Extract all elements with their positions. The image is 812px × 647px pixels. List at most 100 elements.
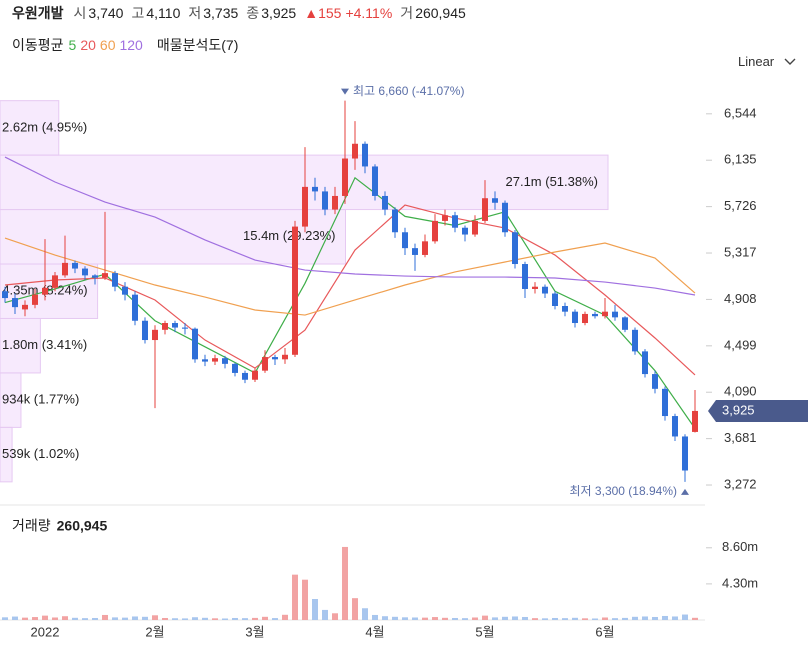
volume-bar xyxy=(202,617,208,620)
volume-bar xyxy=(362,608,368,620)
legend-entry: 120 xyxy=(119,37,143,53)
stock-name: 우원개발 xyxy=(12,5,64,21)
volume-bar xyxy=(282,614,288,620)
volume-bar xyxy=(152,615,158,620)
volume-bar xyxy=(512,616,518,620)
volume-bar xyxy=(192,617,198,620)
last-price-label: 3,925 xyxy=(722,402,755,417)
volume-bar xyxy=(592,618,598,620)
field-value: 3,740 xyxy=(88,5,124,21)
volume-bar xyxy=(632,616,638,620)
volume-bar xyxy=(212,618,218,620)
volume-bar xyxy=(642,616,648,620)
y-tick-label: 4,908 xyxy=(724,291,757,306)
candle-body xyxy=(42,287,48,295)
y-tick-label: 4.30m xyxy=(722,575,758,590)
x-tick-label: 2월 xyxy=(145,624,164,639)
volume-bar xyxy=(2,617,8,620)
y-tick-label: 3,681 xyxy=(724,430,757,445)
volume-bar xyxy=(392,616,398,620)
scale-label[interactable]: Linear xyxy=(738,54,775,69)
volume-bar xyxy=(82,618,88,620)
candle-body xyxy=(612,311,618,318)
scale-toggle[interactable]: Linear xyxy=(738,54,796,69)
volume-bar xyxy=(522,616,528,620)
last-price-tag xyxy=(708,399,808,422)
volume-bar xyxy=(492,617,498,620)
y-tick-label: 8.60m xyxy=(722,539,758,554)
low-label: 최저 3,300 (18.94%) xyxy=(570,484,677,498)
candle-body xyxy=(692,410,698,432)
candle-body xyxy=(262,357,268,371)
candle-body xyxy=(292,226,298,355)
volume-bar xyxy=(682,614,688,620)
candle-body xyxy=(372,166,378,196)
volume-bar xyxy=(322,609,328,620)
indicator-legend: 이동평균 5 20 60 120 매물분석도(7) xyxy=(12,35,243,55)
price-header: 우원개발 시 3,740 고 4,110 저 3,735 종 3,925 ▲155 +4.11% 거 2… xyxy=(12,3,470,23)
moving-average-line xyxy=(4,176,696,429)
candle-body xyxy=(412,248,418,255)
field-label: 저 xyxy=(188,5,202,21)
volume-bar xyxy=(232,617,238,620)
candle-body xyxy=(272,357,278,360)
volume-profile-label: 539k (1.02%) xyxy=(2,446,79,461)
field-label: 고 xyxy=(131,5,145,21)
volume-profile-label: 15.4m (29.23%) xyxy=(243,228,336,243)
volume-bar xyxy=(12,616,18,620)
candle-body xyxy=(572,311,578,324)
low-marker xyxy=(681,488,689,495)
volume-profile-label: 934k (1.77%) xyxy=(2,392,79,407)
candle-body xyxy=(132,294,138,321)
candle-body xyxy=(62,262,68,276)
candle-body xyxy=(472,220,478,235)
candle-body xyxy=(502,202,508,233)
volume-bar xyxy=(162,617,168,620)
candle-body xyxy=(552,293,558,307)
volume-profile-bar xyxy=(0,100,60,156)
candle-body xyxy=(192,328,198,360)
moving-average-line xyxy=(4,204,696,376)
volume-bar xyxy=(112,617,118,620)
candle-body xyxy=(72,262,78,269)
legend-entry: 5 xyxy=(68,37,77,53)
volume-title: 거래량 xyxy=(12,518,51,534)
candle-body xyxy=(582,313,588,324)
volume-bar xyxy=(312,599,318,620)
candle-body xyxy=(512,232,518,265)
volume-bar xyxy=(542,618,548,620)
candle-body xyxy=(542,286,548,294)
volume-bar xyxy=(252,617,258,620)
volume-bar xyxy=(22,617,28,620)
volume-bar xyxy=(422,617,428,620)
volume-bar xyxy=(72,617,78,620)
candle-body xyxy=(302,186,308,227)
volume-bar xyxy=(332,613,338,620)
candle-body xyxy=(642,351,648,375)
high-label: 최고 6,660 (-41.07%) xyxy=(353,84,464,98)
candle-body xyxy=(592,313,598,317)
volume-bar xyxy=(182,618,188,620)
legend-title: 이동평균 xyxy=(12,37,64,53)
chevron[interactable] xyxy=(784,58,796,66)
y-tick-label: 4,090 xyxy=(724,384,757,399)
volume-bar xyxy=(302,579,308,620)
volume-bar xyxy=(462,618,468,620)
volume-bar xyxy=(562,618,568,620)
volume-bar xyxy=(102,614,108,620)
candle-body xyxy=(362,143,368,167)
candle-body xyxy=(252,370,258,380)
volume-bar xyxy=(472,617,478,620)
candle-body xyxy=(332,195,338,210)
candle-body xyxy=(322,191,328,210)
volume-bar xyxy=(442,617,448,620)
legend-entry: 20 xyxy=(80,37,96,53)
candle-body xyxy=(492,198,498,203)
volume-bar xyxy=(482,615,488,620)
volume-bar xyxy=(32,617,38,620)
candle-body xyxy=(182,327,188,329)
candle-body xyxy=(82,268,88,276)
volume-bar xyxy=(672,616,678,620)
candle-body xyxy=(232,363,238,373)
